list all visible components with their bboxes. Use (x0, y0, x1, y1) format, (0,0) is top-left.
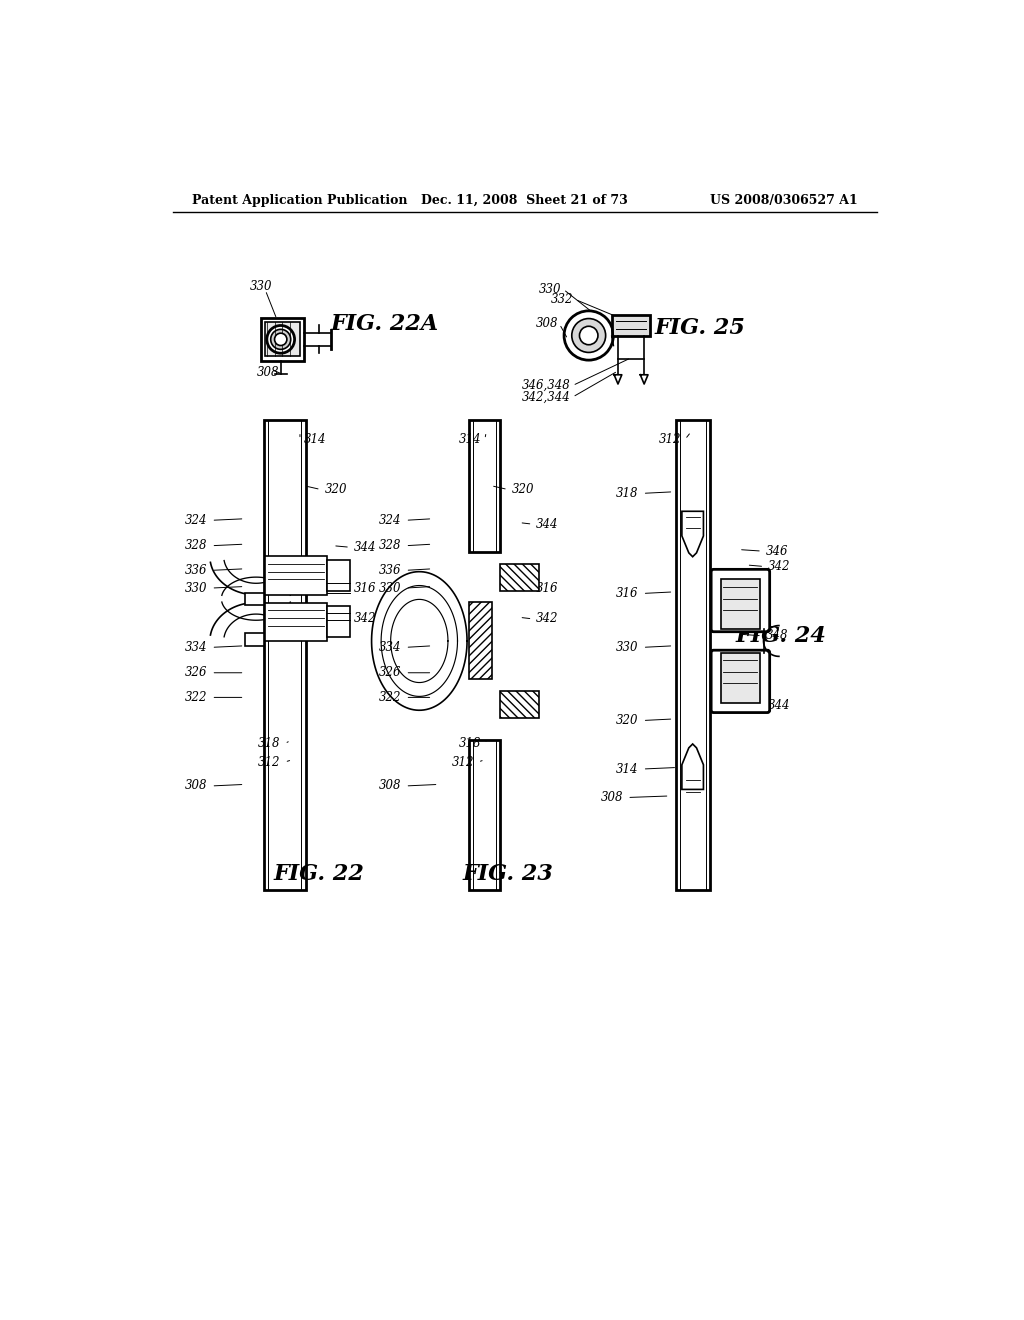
Text: 312: 312 (658, 433, 681, 446)
Polygon shape (640, 375, 648, 384)
Text: 308: 308 (601, 791, 624, 804)
Text: 322: 322 (185, 690, 208, 704)
Text: 324: 324 (185, 513, 208, 527)
FancyBboxPatch shape (711, 651, 770, 713)
Bar (264, 420, 306, 890)
Bar (327, 560, 350, 591)
Polygon shape (261, 318, 304, 360)
Bar (469, 739, 500, 890)
Text: 342: 342 (354, 612, 377, 626)
Text: 312: 312 (258, 755, 281, 768)
Text: 344: 344 (768, 698, 791, 711)
Text: 330: 330 (185, 582, 208, 594)
Polygon shape (614, 375, 622, 384)
Text: 328: 328 (379, 539, 401, 552)
Text: 320: 320 (325, 483, 347, 496)
Bar (500, 690, 539, 718)
FancyBboxPatch shape (711, 569, 770, 632)
Text: 346,348: 346,348 (522, 379, 571, 392)
Text: 330: 330 (616, 640, 639, 653)
Text: 334: 334 (185, 640, 208, 653)
Bar (245, 634, 264, 645)
Text: 318: 318 (616, 487, 639, 500)
FancyBboxPatch shape (265, 602, 327, 642)
Text: 326: 326 (185, 667, 208, 680)
Text: 330: 330 (540, 282, 562, 296)
Polygon shape (682, 511, 703, 557)
Text: FIG. 23: FIG. 23 (463, 863, 553, 886)
Bar (721, 579, 760, 630)
Circle shape (270, 330, 291, 350)
Text: 328: 328 (185, 539, 208, 552)
Circle shape (580, 326, 598, 345)
Text: 316: 316 (354, 582, 377, 594)
Bar (721, 652, 760, 702)
Polygon shape (469, 602, 493, 680)
Bar (676, 420, 711, 890)
Text: 326: 326 (379, 667, 401, 680)
Text: 316: 316 (616, 587, 639, 601)
Text: Dec. 11, 2008  Sheet 21 of 73: Dec. 11, 2008 Sheet 21 of 73 (422, 194, 628, 207)
Text: 314: 314 (304, 433, 327, 446)
Text: 308: 308 (256, 366, 279, 379)
Text: 308: 308 (185, 779, 208, 792)
Text: 342: 342 (537, 612, 559, 626)
Bar (500, 564, 539, 591)
Circle shape (267, 326, 295, 354)
Text: 318: 318 (459, 737, 481, 750)
Text: 316: 316 (537, 582, 559, 594)
Text: 312: 312 (452, 755, 474, 768)
Text: 322: 322 (379, 690, 401, 704)
Text: 348: 348 (766, 630, 788, 643)
Text: 314: 314 (459, 433, 481, 446)
Text: 318: 318 (258, 737, 281, 750)
Polygon shape (265, 322, 300, 356)
Text: 344: 344 (537, 517, 559, 531)
Text: 308: 308 (379, 779, 401, 792)
Text: 334: 334 (379, 640, 401, 653)
Text: 314: 314 (616, 763, 639, 776)
Text: 336: 336 (379, 564, 401, 577)
Text: 320: 320 (512, 483, 535, 496)
Text: 342: 342 (768, 560, 791, 573)
Text: 330: 330 (379, 582, 401, 594)
Bar (469, 420, 500, 552)
Text: FIG. 25: FIG. 25 (655, 317, 745, 339)
Circle shape (571, 318, 605, 352)
Text: 344: 344 (354, 541, 377, 554)
Text: 330: 330 (250, 280, 272, 293)
Text: Patent Application Publication: Patent Application Publication (193, 194, 408, 207)
Text: 342,344: 342,344 (522, 391, 571, 404)
Text: 324: 324 (379, 513, 401, 527)
FancyBboxPatch shape (265, 556, 327, 595)
Text: 320: 320 (616, 714, 639, 727)
Text: FIG. 22A: FIG. 22A (331, 313, 438, 335)
Bar (245, 593, 264, 605)
Bar (611, 314, 650, 337)
Circle shape (274, 333, 287, 346)
Text: FIG. 24: FIG. 24 (736, 624, 826, 647)
Text: 332: 332 (551, 293, 573, 306)
Text: 308: 308 (536, 317, 558, 330)
Text: US 2008/0306527 A1: US 2008/0306527 A1 (710, 194, 857, 207)
Text: 346: 346 (766, 545, 788, 557)
Bar (327, 606, 350, 638)
Text: FIG. 22: FIG. 22 (273, 863, 365, 886)
Circle shape (564, 312, 613, 360)
Polygon shape (682, 744, 703, 789)
Text: 336: 336 (185, 564, 208, 577)
